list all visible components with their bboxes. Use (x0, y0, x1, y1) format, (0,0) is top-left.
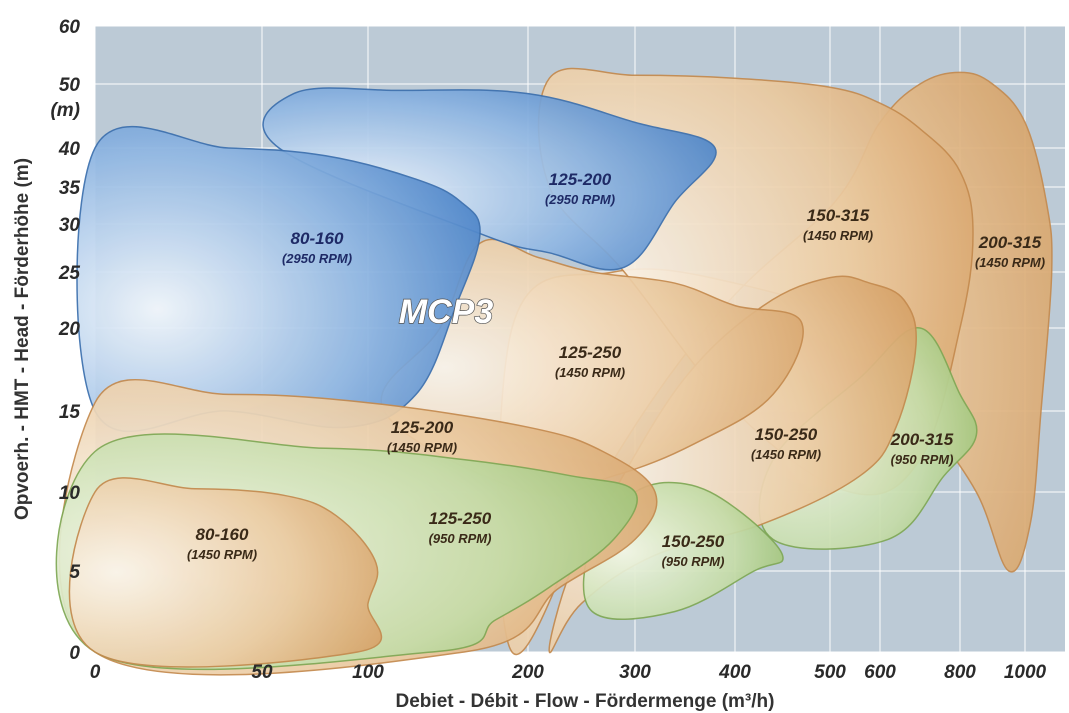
x-axis-ticks: 0 50 100 200 300 400 500 600 800 1000 (90, 662, 1047, 683)
x-axis-title: Debiet - Débit - Flow - Fördermenge (m³/… (396, 691, 775, 712)
region-rpm-label: (1450 RPM) (751, 447, 821, 462)
y-tick-label: 15 (59, 402, 81, 423)
region-name-label: 200-315 (978, 233, 1042, 252)
x-tick-label: 50 (251, 662, 273, 683)
region-rpm-label: (950 RPM) (429, 531, 492, 546)
x-tick-label: 200 (511, 662, 544, 683)
y-axis-title: Opvoerh. - HMT - Head - Förderhöhe (m) (12, 158, 33, 520)
region-rpm-label: (1450 RPM) (975, 255, 1045, 270)
region-rpm-label: (2950 RPM) (282, 251, 352, 266)
region-rpm-label: (1450 RPM) (187, 547, 257, 562)
region-125-200-2950rpm (262, 87, 717, 271)
region-name-label: 80-160 (196, 525, 249, 544)
region-name-label: 150-315 (807, 206, 870, 225)
region-rpm-label: (950 RPM) (891, 452, 954, 467)
y-tick-label: 25 (58, 263, 81, 284)
y-tick-label: 0 (69, 643, 80, 664)
y-axis-unit: (m) (50, 100, 80, 121)
region-name-label: 125-200 (549, 170, 612, 189)
region-rpm-label: (950 RPM) (662, 554, 725, 569)
region-rpm-label: (2950 RPM) (545, 192, 615, 207)
region-labels: 200-315 (1450 RPM) 150-315 (1450 RPM) 200-31… (187, 170, 1045, 569)
y-axis-ticks: 0 5 10 15 20 25 30 35 40 50 60 (58, 17, 81, 664)
region-name-label: 125-250 (429, 509, 492, 528)
x-tick-label: 300 (619, 662, 651, 683)
x-tick-label: 1000 (1004, 662, 1047, 683)
brand-label: MCP3 (399, 293, 494, 331)
x-tick-label: 0 (90, 662, 101, 683)
x-tick-label: 100 (352, 662, 384, 683)
y-tick-label: 10 (59, 483, 81, 504)
y-tick-label: 60 (59, 17, 81, 38)
region-name-label: 125-200 (391, 418, 454, 437)
y-tick-label: 35 (59, 178, 81, 199)
region-rpm-label: (1450 RPM) (555, 365, 625, 380)
region-name-label: 125-250 (559, 343, 622, 362)
y-tick-label: 40 (58, 139, 81, 160)
region-name-label: 80-160 (291, 229, 344, 248)
region-name-label: 150-250 (755, 425, 818, 444)
operating-regions (55, 67, 1053, 676)
y-tick-label: 30 (59, 215, 81, 236)
region-rpm-label: (1450 RPM) (803, 228, 873, 243)
region-name-label: 150-250 (662, 532, 725, 551)
y-tick-label: 20 (58, 319, 81, 340)
y-tick-label: 50 (59, 75, 81, 96)
region-name-label: 200-315 (890, 430, 954, 449)
region-rpm-label: (1450 RPM) (387, 440, 457, 455)
x-tick-label: 500 (814, 662, 846, 683)
x-tick-label: 400 (718, 662, 751, 683)
x-tick-label: 800 (944, 662, 976, 683)
x-tick-label: 600 (864, 662, 896, 683)
region-80-160-1450rpm (68, 477, 383, 668)
y-tick-label: 5 (69, 562, 80, 583)
